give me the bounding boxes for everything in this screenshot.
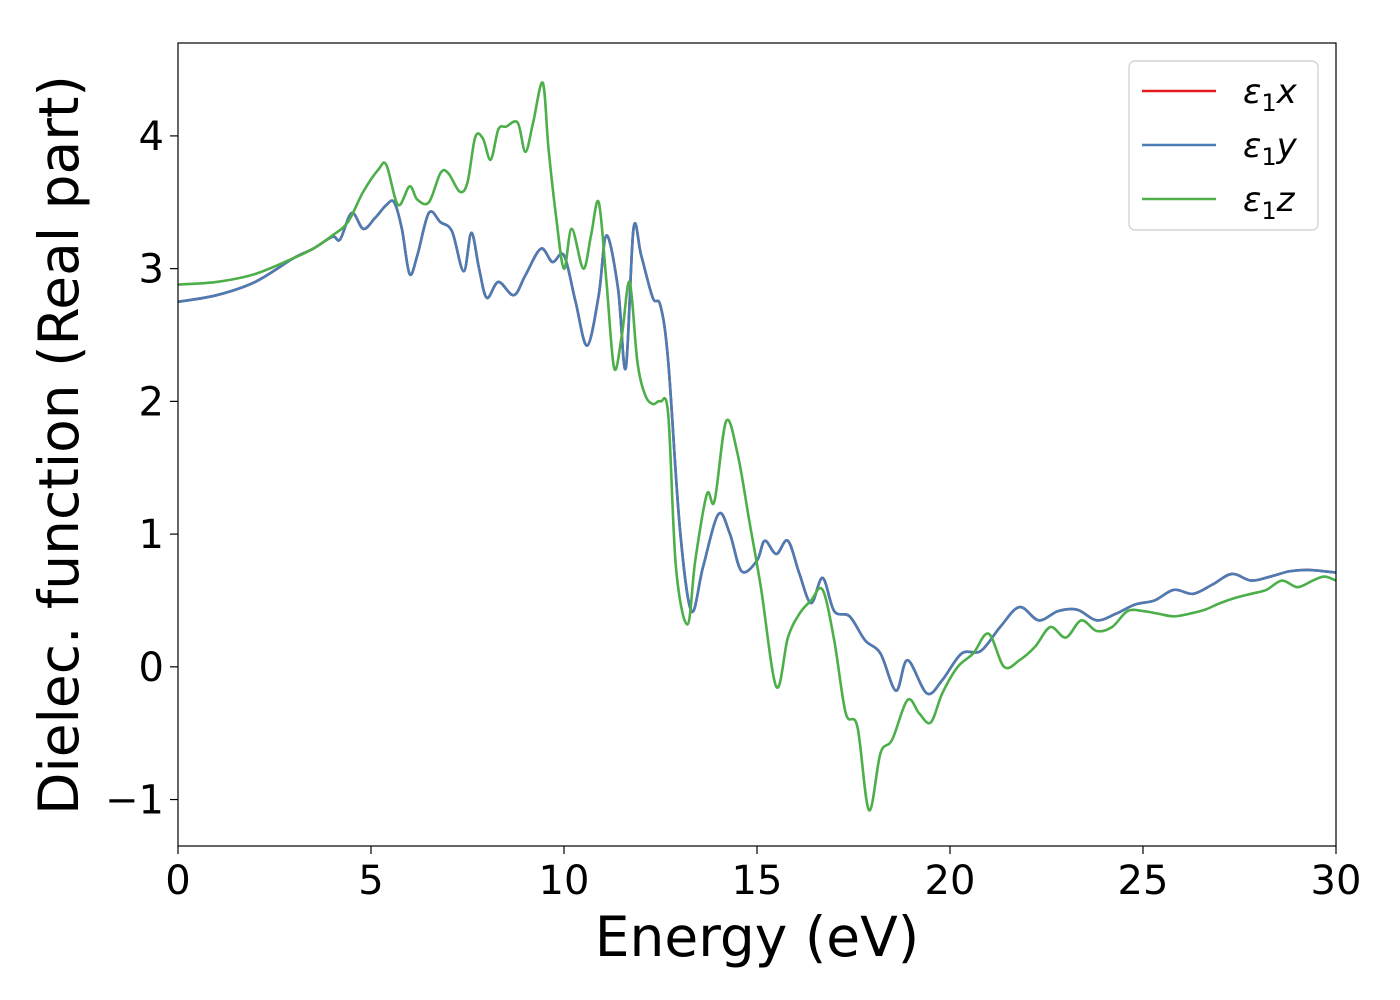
x-tick-label: 25: [1118, 858, 1169, 904]
y-tick-label: 2: [139, 379, 164, 425]
x-axis-label: Energy (eV): [595, 905, 919, 969]
legend-box: [1128, 60, 1319, 231]
x-tick-label: 0: [165, 858, 190, 904]
y-tick-label: 4: [139, 114, 164, 160]
y-axis: −1 0 1 2 3 4: [105, 114, 178, 824]
series-line-3: [178, 81, 1336, 812]
y-axis-label: Dielec. function (Real part): [27, 75, 91, 815]
legend-label-1: ε1x: [1243, 72, 1298, 117]
y-tick-label: 1: [139, 512, 164, 558]
x-tick-label: 5: [358, 858, 383, 904]
y-tick-label: 3: [139, 247, 164, 293]
x-tick-label: 15: [732, 858, 783, 904]
y-tick-label: 0: [139, 645, 164, 691]
x-tick-label: 20: [925, 858, 976, 904]
x-tick-label: 10: [539, 858, 590, 904]
legend: ε1x ε1y ε1z: [1128, 60, 1319, 231]
y-tick-label: −1: [105, 778, 164, 824]
legend-label-3: ε1z: [1243, 180, 1296, 225]
series-layer: [178, 81, 1336, 812]
x-tick-label: 30: [1311, 858, 1362, 904]
series-line-2: [178, 199, 1336, 696]
legend-label-2: ε1y: [1243, 126, 1298, 171]
x-axis: 0 5 10 15 20 25 30: [165, 846, 1361, 904]
